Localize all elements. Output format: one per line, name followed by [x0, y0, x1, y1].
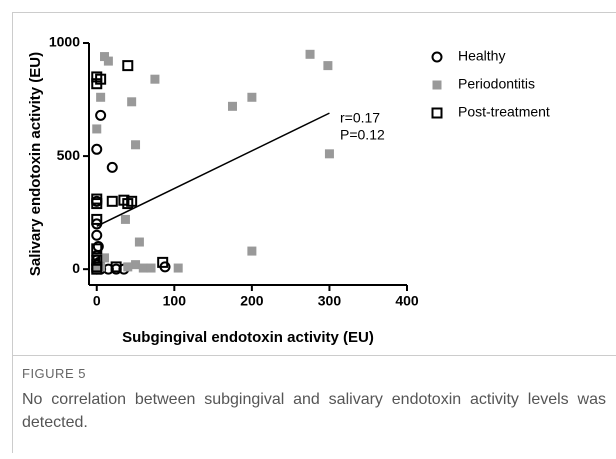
x-tick-label: 100	[163, 293, 187, 309]
point	[120, 214, 130, 224]
annotation: P=0.12	[340, 127, 385, 143]
point	[91, 143, 103, 155]
point	[122, 60, 134, 72]
y-tick-label: 1000	[49, 34, 80, 50]
point	[323, 61, 333, 71]
point	[91, 213, 103, 225]
point	[91, 78, 103, 90]
point	[122, 198, 134, 210]
legend-label: Healthy	[458, 48, 505, 64]
legend-marker	[431, 51, 443, 63]
point	[123, 262, 133, 272]
point	[247, 246, 257, 256]
point	[127, 97, 137, 107]
legend-label: Periodontitis	[458, 76, 535, 92]
point	[324, 149, 334, 159]
point	[106, 195, 118, 207]
point	[131, 140, 141, 150]
point	[305, 49, 315, 59]
point	[91, 229, 103, 241]
caption-label: FIGURE 5	[22, 366, 86, 381]
x-tick-label: 400	[395, 293, 419, 309]
legend-label: Post-treatment	[458, 104, 550, 120]
caption-rule	[12, 355, 616, 356]
point	[100, 52, 110, 62]
point	[227, 101, 237, 111]
point	[146, 263, 156, 273]
point	[91, 198, 103, 210]
point	[173, 263, 183, 273]
figure-frame	[12, 12, 616, 453]
x-tick-label: 0	[93, 293, 101, 309]
point	[91, 263, 103, 275]
point	[247, 92, 257, 102]
legend-marker	[432, 80, 442, 90]
x-tick-label: 200	[240, 293, 264, 309]
legend-marker	[431, 107, 443, 119]
y-axis-label: Salivary endotoxin activity (EU)	[27, 52, 44, 276]
point	[92, 241, 104, 253]
point	[95, 109, 107, 121]
point	[134, 237, 144, 247]
y-tick-label: 500	[57, 147, 81, 163]
caption-text: No correlation between subgingival and s…	[22, 391, 606, 431]
point	[100, 253, 110, 263]
point	[138, 263, 148, 273]
point	[150, 74, 160, 84]
x-axis-label: Subgingival endotoxin activity (EU)	[122, 329, 374, 346]
chart: Subgingival endotoxin activity (EU) Sali…	[27, 34, 550, 346]
point	[110, 261, 122, 273]
point	[103, 56, 113, 66]
point	[91, 243, 103, 255]
annotation: r=0.17	[340, 110, 380, 126]
y-tick-label: 0	[72, 260, 80, 276]
point	[157, 256, 169, 268]
point	[106, 161, 118, 173]
point	[92, 124, 102, 134]
point	[131, 260, 141, 270]
x-tick-label: 300	[318, 293, 342, 309]
fit-line	[96, 112, 330, 227]
point	[96, 92, 106, 102]
